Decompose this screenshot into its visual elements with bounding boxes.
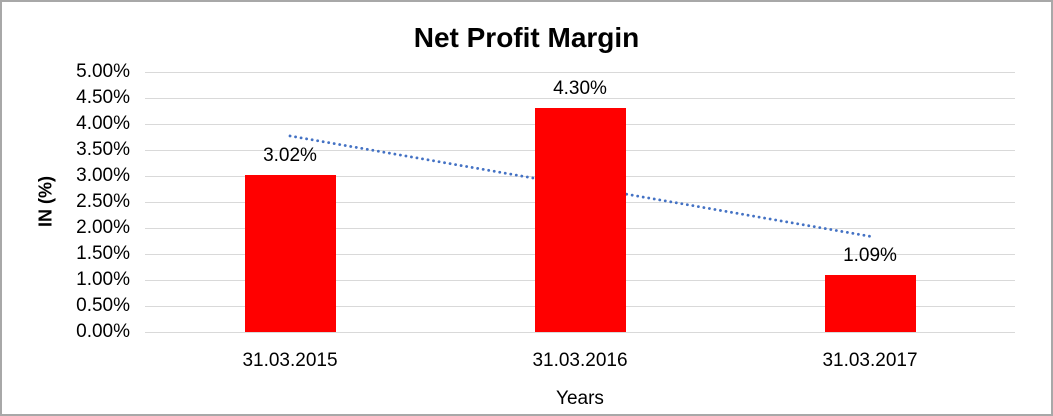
y-tick-label: 0.50% xyxy=(76,295,130,316)
gridline xyxy=(145,97,1015,99)
gridline xyxy=(145,71,1015,73)
y-tick-label: 4.50% xyxy=(76,87,130,108)
y-tick-label: 5.00% xyxy=(76,61,130,82)
y-tick-label: 0.00% xyxy=(76,321,130,342)
x-tick-label: 31.03.2015 xyxy=(242,350,338,371)
y-tick-label: 1.50% xyxy=(76,243,130,264)
bar-31.03.2016 xyxy=(534,108,626,332)
chart-title: Net Profit Margin xyxy=(413,22,640,53)
x-tick-label: 31.03.2016 xyxy=(532,350,628,371)
bar-data-label: 3.02% xyxy=(263,144,317,166)
y-tick-label: 1.00% xyxy=(76,269,130,290)
y-tick-label: 2.00% xyxy=(76,217,130,238)
bar-data-label: 4.30% xyxy=(553,78,607,100)
bar-31.03.2015 xyxy=(244,174,336,332)
x-tick-label: 31.03.2017 xyxy=(822,350,918,371)
gridline xyxy=(145,331,1015,333)
y-tick-label: 3.50% xyxy=(76,139,130,160)
bar-31.03.2017 xyxy=(824,275,916,332)
y-tick-label: 3.00% xyxy=(76,165,130,186)
bar-data-label: 1.09% xyxy=(843,245,897,267)
y-axis-title: IN (%) xyxy=(35,176,56,227)
y-tick-label: 2.50% xyxy=(76,191,130,212)
y-tick-label: 4.00% xyxy=(76,113,130,134)
x-axis-title: Years xyxy=(556,388,604,409)
